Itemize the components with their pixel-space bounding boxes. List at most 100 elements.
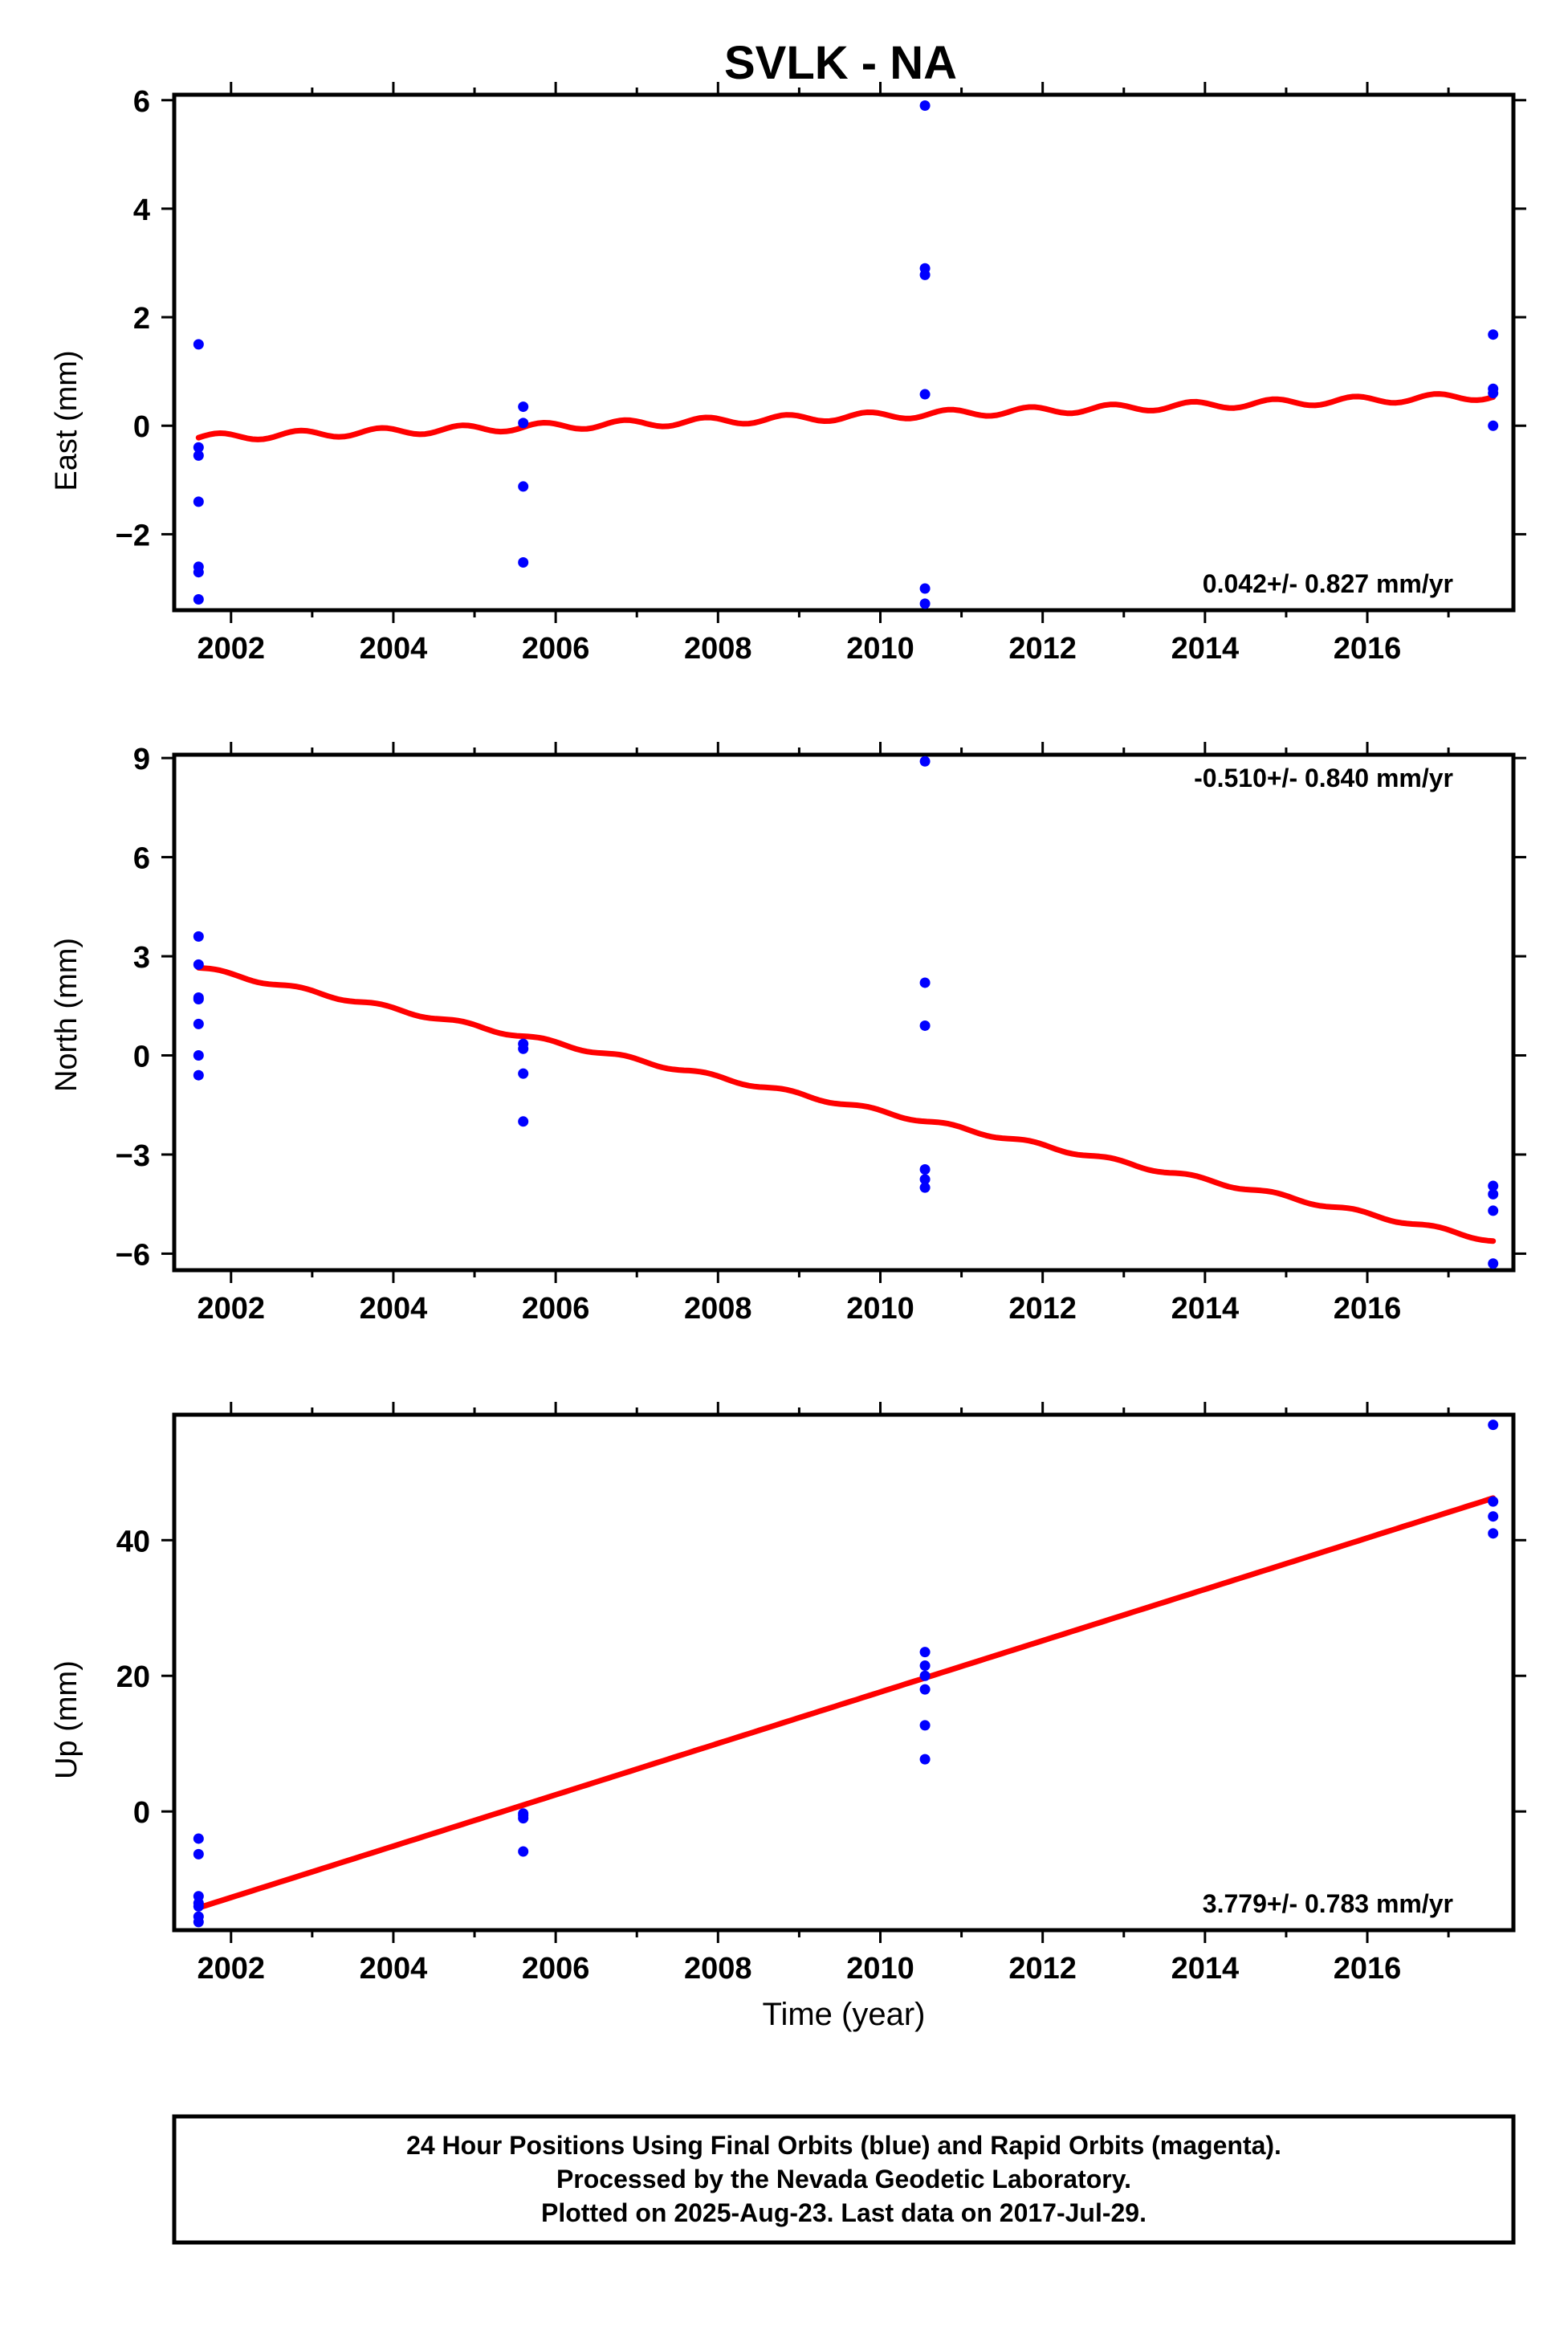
- data-point: [1488, 420, 1499, 431]
- trend-fit-line: [195, 1495, 1497, 1911]
- data-point: [919, 977, 931, 988]
- data-point: [193, 442, 204, 453]
- y-tick-label: 6: [133, 85, 150, 119]
- y-tick-label: 9: [133, 743, 150, 776]
- x-tick-label: 2012: [1008, 1292, 1077, 1326]
- data-point: [193, 1018, 204, 1029]
- x-tick-label: 2016: [1334, 1292, 1402, 1326]
- data-point: [193, 994, 204, 1005]
- data-point: [1488, 1420, 1499, 1431]
- x-tick-label: 2012: [1008, 632, 1077, 666]
- data-point: [518, 1116, 529, 1127]
- data-point: [919, 100, 931, 112]
- data-point: [919, 583, 931, 594]
- trend-fit-line: [195, 964, 1497, 1244]
- x-tick-label: 2008: [684, 1292, 752, 1326]
- footer-line-2: Processed by the Nevada Geodetic Laborat…: [556, 2165, 1131, 2194]
- data-point: [193, 1917, 204, 1928]
- x-tick-label: 2010: [846, 632, 914, 666]
- x-tick-label: 2008: [684, 1952, 752, 1986]
- y-tick-label: 6: [133, 842, 150, 876]
- data-point: [1488, 388, 1499, 399]
- data-point: [1488, 1188, 1499, 1200]
- x-tick-label: 2004: [360, 1292, 428, 1326]
- data-point: [919, 1670, 931, 1681]
- data-point: [518, 1068, 529, 1079]
- data-point: [193, 1833, 204, 1844]
- footer-frame: [172, 2114, 1516, 2245]
- x-tick-label: 2014: [1171, 632, 1240, 666]
- rate-label: 0.042+/- 0.827 mm/yr: [1203, 569, 1453, 598]
- data-point: [919, 1182, 931, 1193]
- data-point: [919, 269, 931, 280]
- data-point: [518, 1043, 529, 1054]
- data-point: [1488, 329, 1499, 340]
- north-panel: 2002 2004 2006 2008 2010 2012 2014 2016 −6 −3 0 3 6 9…: [50, 742, 1526, 1326]
- plot-frame: [172, 1412, 1516, 1933]
- footer-line-3: Plotted on 2025-Aug-23. Last data on 201…: [541, 2198, 1146, 2227]
- data-point: [518, 401, 529, 413]
- x-tick-label: 2004: [360, 1952, 428, 1986]
- y-tick-label: 3: [133, 941, 150, 975]
- data-point: [919, 1647, 931, 1658]
- data-point: [518, 481, 529, 492]
- y-tick-label: 4: [133, 193, 150, 227]
- chart-title: SVLK - NA: [724, 37, 957, 89]
- x-tick-label: 2010: [846, 1292, 914, 1326]
- data-point: [518, 1846, 529, 1857]
- data-point: [919, 1174, 931, 1185]
- y-tick-label: 0: [133, 410, 150, 444]
- y-tick-label: −3: [116, 1139, 150, 1173]
- rate-label: -0.510+/- 0.840 mm/yr: [1194, 764, 1453, 792]
- data-point: [193, 1050, 204, 1061]
- y-tick-label: 2: [133, 302, 150, 336]
- data-point: [193, 1900, 204, 1912]
- data-point: [193, 339, 204, 350]
- data-point: [193, 496, 204, 507]
- y-tick-label: −6: [116, 1238, 150, 1272]
- x-tick-label: 2006: [522, 632, 590, 666]
- y-axis-label: North (mm): [50, 938, 83, 1092]
- y-tick-label: 20: [116, 1660, 150, 1694]
- data-point: [1488, 1496, 1499, 1507]
- data-point: [919, 1020, 931, 1031]
- data-point: [919, 1684, 931, 1695]
- data-point: [193, 1069, 204, 1081]
- data-point: [518, 418, 529, 429]
- east-panel: 2002 2004 2006 2008 2010 2012 2014 2016 −2 0 2 4 6 Ea…: [50, 82, 1526, 666]
- plot-frame: [172, 752, 1516, 1273]
- x-tick-label: 2010: [846, 1952, 914, 1986]
- data-point: [919, 756, 931, 767]
- data-point: [919, 1754, 931, 1765]
- y-axis-label: Up (mm): [50, 1660, 83, 1779]
- data-point: [919, 598, 931, 609]
- trend-fit-line: [195, 391, 1497, 442]
- x-tick-label: 2006: [522, 1292, 590, 1326]
- footer-line-1: 24 Hour Positions Using Final Orbits (bl…: [406, 2131, 1281, 2160]
- data-point: [193, 959, 204, 970]
- data-point: [193, 931, 204, 942]
- y-tick-label: −2: [116, 519, 150, 552]
- data-point: [1488, 1258, 1499, 1269]
- data-point: [1488, 1511, 1499, 1522]
- x-tick-label: 2012: [1008, 1952, 1077, 1986]
- data-point: [919, 1720, 931, 1731]
- x-tick-label: 2008: [684, 632, 752, 666]
- y-tick-label: 0: [133, 1796, 150, 1830]
- x-tick-label: 2016: [1334, 632, 1402, 666]
- rate-label: 3.779+/- 0.783 mm/yr: [1203, 1889, 1453, 1918]
- y-tick-label: 40: [116, 1525, 150, 1558]
- x-axis-label: Time (year): [763, 1997, 926, 2032]
- data-point: [193, 1848, 204, 1860]
- data-point: [919, 389, 931, 400]
- data-point: [193, 567, 204, 578]
- x-tick-label: 2014: [1171, 1952, 1240, 1986]
- up-panel: 2002 2004 2006 2008 2010 2012 2014 2016 0 20 40 Up …: [50, 1402, 1526, 1986]
- data-point: [193, 450, 204, 461]
- x-tick-label: 2002: [197, 1952, 265, 1986]
- plot-frame: [172, 92, 1516, 613]
- x-tick-label: 2016: [1334, 1952, 1402, 1986]
- data-point: [1488, 1528, 1499, 1539]
- data-point: [1488, 1205, 1499, 1216]
